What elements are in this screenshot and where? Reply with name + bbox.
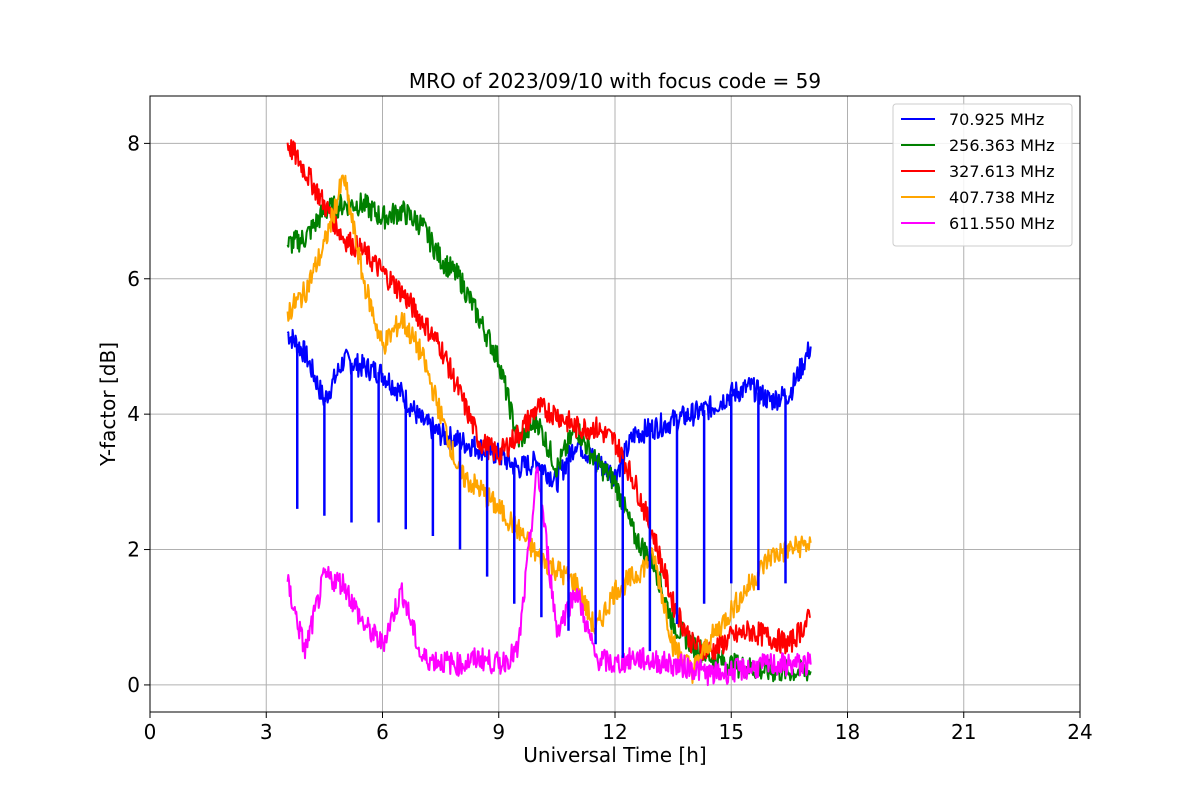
legend-label: 70.925 MHz [949, 110, 1044, 129]
legend-label: 407.738 MHz [949, 188, 1054, 207]
legend-label: 256.363 MHz [949, 136, 1054, 155]
series-line [286, 466, 812, 687]
chart-title: MRO of 2023/09/10 with focus code = 59 [409, 69, 821, 93]
series-line [286, 192, 812, 683]
y-tick-label: 2 [127, 538, 140, 562]
x-tick-label: 15 [719, 720, 744, 744]
y-tick-label: 4 [127, 402, 140, 426]
y-axis-label: Y-factor [dB] [96, 342, 120, 467]
legend-label: 327.613 MHz [949, 162, 1054, 181]
legend-box [892, 103, 1073, 247]
x-tick-label: 9 [492, 720, 505, 744]
x-tick-label: 18 [835, 720, 860, 744]
y-tick-label: 0 [127, 673, 140, 697]
x-tick-label: 3 [260, 720, 273, 744]
x-tick-label: 21 [951, 720, 976, 744]
series-line [286, 328, 812, 493]
legend: 70.925 MHz 256.363 MHz 327.613 MHz 407.738 … [892, 103, 1073, 247]
series-line [286, 139, 811, 661]
x-tick-label: 6 [376, 720, 389, 744]
x-tick-label: 24 [1067, 720, 1092, 744]
y-tick-label: 6 [127, 267, 140, 291]
series-layer [286, 139, 812, 687]
x-tick-label: 0 [144, 720, 157, 744]
legend-label: 611.550 MHz [949, 214, 1054, 233]
series-line [286, 174, 812, 684]
y-tick-label: 8 [127, 131, 140, 155]
x-axis-label: Universal Time [h] [523, 743, 706, 767]
x-tick-label: 12 [602, 720, 627, 744]
